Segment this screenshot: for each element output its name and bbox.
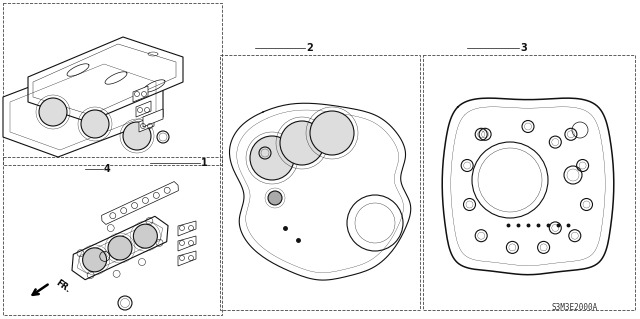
Polygon shape <box>136 101 151 117</box>
Text: 3: 3 <box>520 43 527 53</box>
Polygon shape <box>102 182 179 225</box>
Circle shape <box>133 224 157 248</box>
Polygon shape <box>139 116 154 132</box>
Text: FR.: FR. <box>54 278 72 294</box>
Polygon shape <box>442 98 614 275</box>
Text: 4: 4 <box>104 164 110 174</box>
Polygon shape <box>178 236 196 251</box>
Bar <box>220 55 420 310</box>
Polygon shape <box>178 251 196 266</box>
Polygon shape <box>230 103 411 280</box>
Text: 1: 1 <box>200 158 207 168</box>
Polygon shape <box>178 221 196 236</box>
Circle shape <box>123 122 151 150</box>
Polygon shape <box>143 109 163 127</box>
Polygon shape <box>133 86 148 102</box>
Polygon shape <box>72 216 168 280</box>
Text: S3M3E2000A: S3M3E2000A <box>552 303 598 313</box>
Circle shape <box>280 121 324 165</box>
Bar <box>3 157 222 315</box>
Circle shape <box>39 98 67 126</box>
Circle shape <box>268 191 282 205</box>
Bar <box>423 55 635 310</box>
Circle shape <box>83 248 107 272</box>
Circle shape <box>250 136 294 180</box>
Circle shape <box>310 111 354 155</box>
Polygon shape <box>3 57 163 157</box>
Bar <box>3 3 222 165</box>
Circle shape <box>81 110 109 138</box>
Polygon shape <box>28 37 183 122</box>
Text: 2: 2 <box>307 43 314 53</box>
Circle shape <box>108 236 132 260</box>
